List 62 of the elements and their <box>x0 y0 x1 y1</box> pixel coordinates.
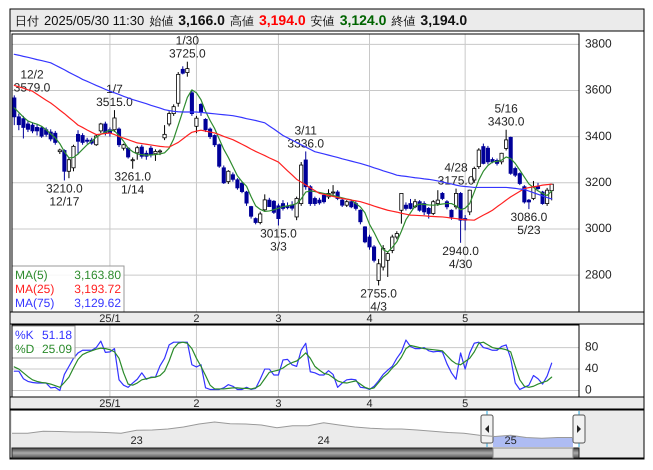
text: 高値 <box>230 14 254 28</box>
annotation: 12/2 <box>20 67 44 82</box>
annotation: 4/30 <box>448 256 473 271</box>
y-tick-label: 2800 <box>585 267 612 282</box>
y-tick-label: 3000 <box>585 221 612 236</box>
y-tick-label: 3600 <box>585 82 612 97</box>
x-tick-label: 2 <box>193 398 200 410</box>
annotation: 4/28 <box>444 160 468 175</box>
annotation: 2940.0 <box>442 244 480 258</box>
annotation: 1/30 <box>176 34 200 48</box>
y-tick-label: 40 <box>585 361 599 376</box>
y-tick-label: 3400 <box>585 128 612 143</box>
x-tick-label: 4 <box>366 398 373 410</box>
y-tick-label: 80 <box>585 340 599 354</box>
text: MA(25) <box>15 282 54 296</box>
annotation: 51.18 <box>42 328 72 342</box>
text: 3,166.0 <box>178 12 226 28</box>
x-tick-label: 25/1 <box>99 398 121 410</box>
annotation: 3515.0 <box>96 95 134 110</box>
annotation: 3210.0 <box>46 182 84 196</box>
x-tick-label: 25/1 <box>99 313 121 325</box>
text: 3,194.0 <box>258 12 306 28</box>
annotation: 1/14 <box>121 182 145 197</box>
x-tick-label: 23 <box>130 435 143 447</box>
annotation: 3430.0 <box>488 114 525 129</box>
x-tick-label: 3 <box>275 398 282 410</box>
series-label: %D <box>15 342 35 356</box>
y-tick-label: 0 <box>585 382 592 397</box>
text: 終値 <box>390 14 416 28</box>
text: 安値 <box>310 14 335 28</box>
annotation: 2755.0 <box>360 286 398 300</box>
annotation: 5/16 <box>494 102 518 116</box>
x-tick-label: 3 <box>275 313 282 325</box>
annotation: 3725.0 <box>168 46 206 61</box>
x-tick-label: 5 <box>462 398 468 410</box>
annotation: 3,129.62 <box>74 296 122 310</box>
annotation: 12/17 <box>49 194 80 208</box>
text: %K <box>15 328 34 342</box>
y-tick-label: 3200 <box>585 174 612 189</box>
text: 3,194.0 <box>420 12 468 28</box>
annotation: 3,163.80 <box>74 268 122 282</box>
y-tick-label: 3800 <box>585 36 612 51</box>
annotation: 5/23 <box>517 223 541 238</box>
annotation: 4/3 <box>370 299 388 314</box>
x-tick-label: 25 <box>504 435 517 447</box>
x-tick-label: 24 <box>318 435 330 447</box>
annotation: 3261.0 <box>114 170 152 184</box>
text: 2025/05/30 11:30 <box>44 13 144 28</box>
x-tick-label: 4 <box>366 313 373 325</box>
text: 始値 <box>149 14 174 28</box>
x-tick-label: 2 <box>193 313 200 325</box>
annotation: 3015.0 <box>260 226 298 240</box>
annotation: 25.09 <box>42 342 72 356</box>
text: 日付 <box>15 14 39 28</box>
text: 3,124.0 <box>340 12 387 28</box>
annotation: 3086.0 <box>510 210 548 224</box>
annotation: 3/3 <box>270 239 288 254</box>
text: MA(75) <box>15 296 54 310</box>
x-tick-label: 5 <box>462 313 468 325</box>
text: MA(5) <box>15 268 48 282</box>
annotation: 3/11 <box>294 123 318 138</box>
annotation: 3,193.72 <box>74 282 122 296</box>
